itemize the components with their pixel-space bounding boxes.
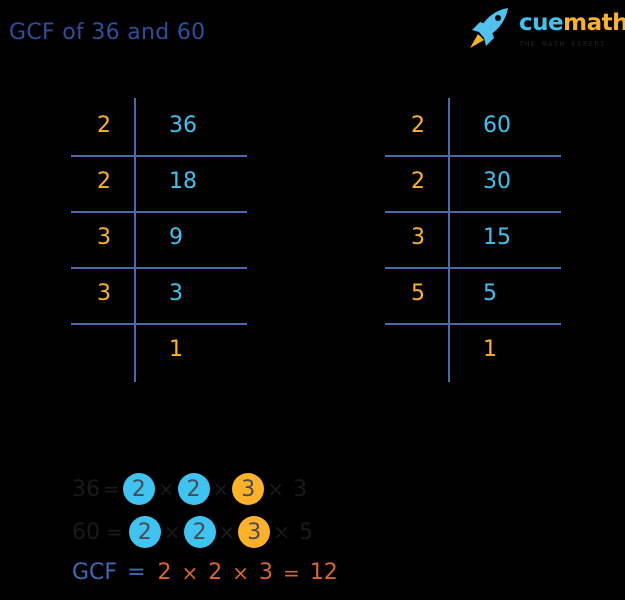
table-divider	[385, 267, 561, 269]
divisor-cell	[86, 322, 122, 378]
logo-wordmark: cuemath	[519, 10, 625, 36]
divisor-cell: 2	[411, 113, 425, 138]
table-divider	[71, 267, 247, 269]
gcf-label: GCF	[72, 560, 118, 585]
gcf-term: 2	[208, 560, 223, 585]
divisor-cell	[400, 322, 436, 378]
table-divider	[385, 323, 561, 325]
highlighted-factor: 2	[183, 516, 216, 548]
table-divider	[71, 323, 247, 325]
divisor-cell: 3	[411, 225, 425, 250]
dividend-cell: 9	[169, 225, 183, 250]
dividend-cell: 36	[169, 113, 197, 138]
division-table-36: 2 36 2 18 3 9 3 3 1	[71, 98, 247, 382]
logo-tagline: THE MATH EXPERT	[519, 40, 607, 48]
divisor-cell: 3	[97, 225, 111, 250]
divisor-cell: 3	[97, 281, 111, 306]
highlighted-factor: 2	[128, 516, 161, 548]
highlighted-factor: 2	[122, 473, 155, 505]
times-sign: ×	[273, 520, 291, 544]
logo-word-cue: cue	[519, 10, 564, 36]
quotient-cell: 1	[483, 337, 497, 362]
gcf-value: 12	[309, 560, 338, 585]
logo-word-math: math	[563, 10, 625, 36]
times-sign: ×	[181, 560, 199, 585]
gcf-term: 2	[157, 560, 172, 585]
division-table-60: 2 60 2 30 3 15 5 5 1	[385, 98, 561, 382]
table-divider	[71, 211, 247, 213]
equals-sign: =	[106, 520, 123, 544]
times-sign: ×	[212, 477, 230, 501]
highlighted-factor: 3	[232, 473, 265, 505]
dividend-cell: 15	[483, 225, 511, 250]
equals-sign: =	[283, 560, 300, 585]
factorization-number: 60	[72, 519, 100, 545]
factor: 5	[299, 519, 314, 545]
equals-sign: =	[127, 560, 146, 585]
divisor-cell: 2	[411, 169, 425, 194]
dividend-cell: 30	[483, 169, 511, 194]
dividend-cell: 18	[169, 169, 197, 194]
dividend-cell: 5	[483, 281, 497, 306]
highlighted-factor: 2	[177, 473, 210, 505]
equals-sign: =	[103, 477, 120, 501]
divisor-cell: 5	[411, 281, 425, 306]
factor: 3	[293, 476, 308, 502]
rocket-icon	[470, 8, 508, 48]
gcf-result: GCF = 2 × 2 × 3 = 12	[72, 560, 338, 585]
factorization-36: 36 = 2 × 2 × 3 × 3	[72, 472, 307, 506]
divisor-cell: 2	[97, 169, 111, 194]
highlighted-factor: 3	[238, 516, 271, 548]
quotient-cell: 1	[169, 337, 183, 362]
times-sign: ×	[232, 560, 250, 585]
times-sign: ×	[218, 520, 236, 544]
dividend-cell: 60	[483, 113, 511, 138]
table-divider	[385, 211, 561, 213]
dividend-cell: 3	[169, 281, 183, 306]
times-sign: ×	[163, 520, 181, 544]
divisor-cell: 2	[97, 113, 111, 138]
table-divider-vertical	[134, 98, 136, 382]
page-title: GCF of 36 and 60	[9, 20, 206, 45]
times-sign: ×	[267, 477, 285, 501]
factorization-60: 60 = 2 × 2 × 3 × 5	[72, 515, 313, 549]
table-divider	[71, 155, 247, 157]
gcf-term: 3	[259, 560, 274, 585]
table-divider	[385, 155, 561, 157]
factorization-number: 36	[72, 476, 100, 502]
times-sign: ×	[157, 477, 175, 501]
table-divider-vertical	[448, 98, 450, 382]
cuemath-logo: cuemath THE MATH EXPERT	[462, 4, 625, 54]
